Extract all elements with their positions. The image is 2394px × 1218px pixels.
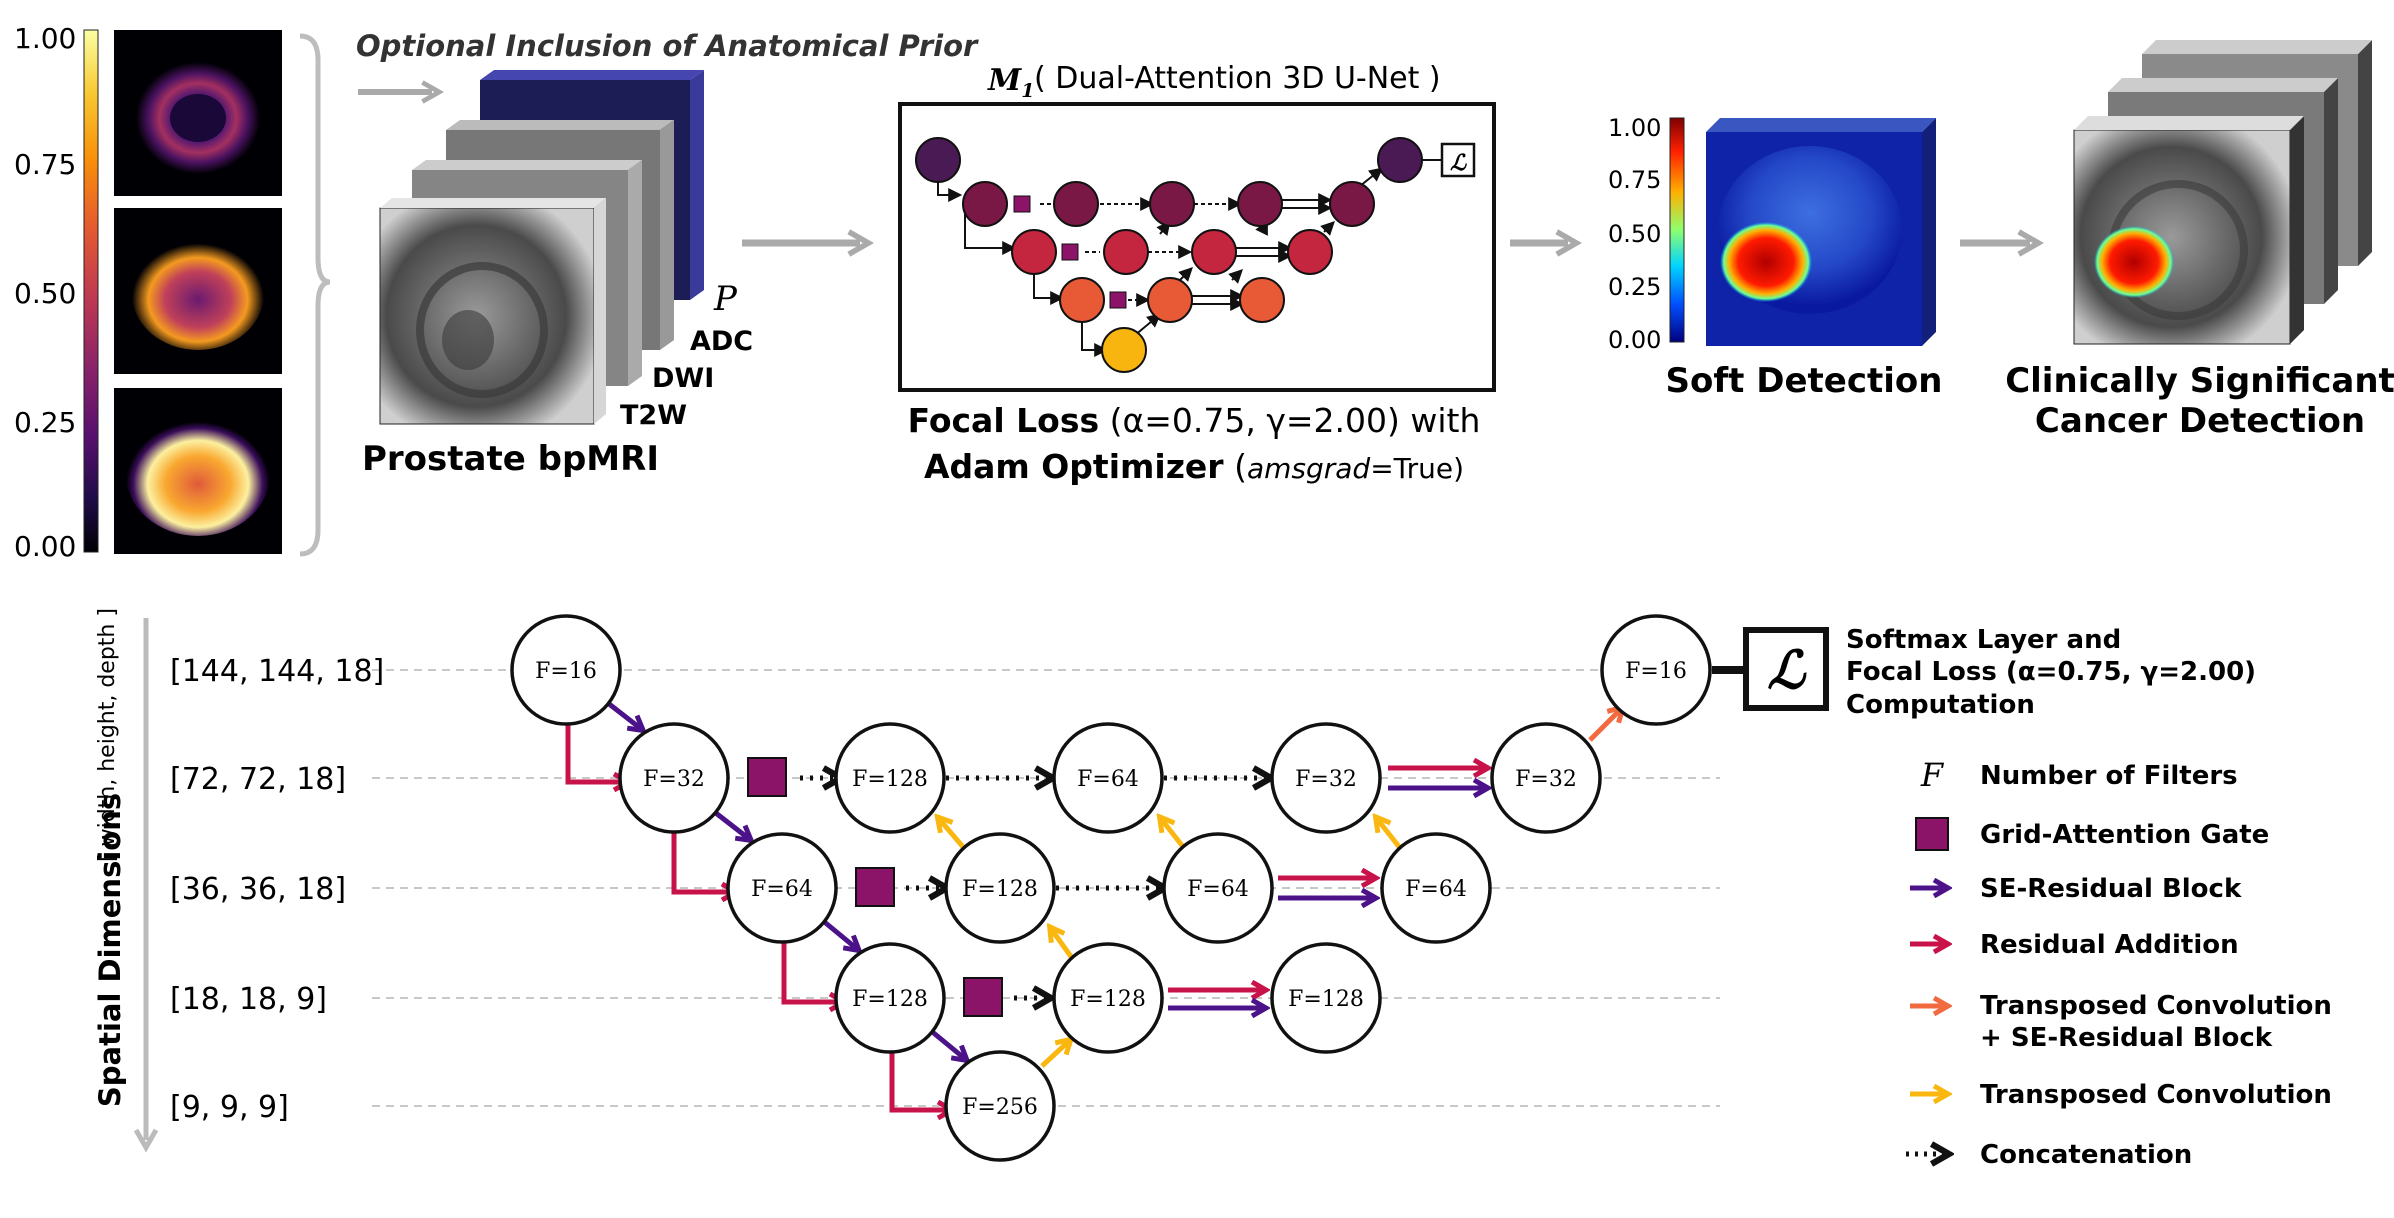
node-b2 xyxy=(1162,832,1274,944)
architecture-connectors xyxy=(565,666,1746,1110)
node-label: F=32 xyxy=(1515,767,1577,792)
node-d1 xyxy=(1270,722,1382,834)
node-bottleneck xyxy=(944,1050,1056,1162)
prior-colorbar: 1.00 0.75 0.50 0.25 0.00 xyxy=(14,22,99,563)
model-title: ( Dual-Attention 3D U-Net ) xyxy=(1034,61,1441,96)
legend-label-concat: Concatenation xyxy=(1980,1140,2192,1170)
loss-symbol: ℒ xyxy=(1767,640,1807,701)
softmax-caption-line2: Focal Loss (α=0.75, γ=2.00) xyxy=(1846,657,2256,687)
loss-box xyxy=(1743,627,1829,711)
prior-colorbar-tick: 1.00 xyxy=(14,22,76,55)
final-caption-line2: Cancer Detection xyxy=(2035,401,2365,441)
node-label: F=256 xyxy=(962,1095,1038,1120)
node-label: F=128 xyxy=(962,877,1038,902)
attention-gate xyxy=(963,977,1003,1017)
legend-label-se: SE-Residual Block xyxy=(1980,874,2242,904)
stack-label-dwi: DWI xyxy=(652,363,714,394)
row-label: [144, 144, 18] xyxy=(170,654,384,689)
node-out xyxy=(1600,614,1712,726)
soft-colorbar-tick: 1.00 xyxy=(1608,114,1661,142)
model-title-symbol: M1 xyxy=(987,63,1034,102)
legend-label-tconv: Transposed Convolution xyxy=(1980,1080,2332,1110)
input-caption: Prostate bpMRI xyxy=(362,439,659,479)
softmax-caption-line3: Computation xyxy=(1846,690,2035,720)
node-label: F=16 xyxy=(535,659,597,684)
architecture-node-labels: F=16 F=32 F=64 F=128 F=256 F=128 F=128 F… xyxy=(535,659,1687,1120)
prior-colorbar-tick: 0.25 xyxy=(14,406,76,439)
node-label: F=128 xyxy=(852,767,928,792)
row-label: [9, 9, 9] xyxy=(170,1090,289,1125)
node-label: F=128 xyxy=(852,987,928,1012)
node-e3 xyxy=(726,832,838,944)
attention-gate xyxy=(855,867,895,907)
node-c1 xyxy=(1052,722,1164,834)
soft-colorbar-tick: 0.50 xyxy=(1608,220,1661,248)
node-d3 xyxy=(1270,942,1382,1054)
row-label: [72, 72, 18] xyxy=(170,762,346,797)
node-label: F=16 xyxy=(1625,659,1687,684)
prior-colorbar-tick: 0.50 xyxy=(14,277,76,310)
soft-detection-map xyxy=(1706,118,1936,346)
soft-colorbar-tick: 0.75 xyxy=(1608,166,1661,194)
node-e2 xyxy=(618,722,730,834)
spatial-axis-subtitle: [ width, height, depth ] xyxy=(95,608,120,862)
soft-detection-caption: Soft Detection xyxy=(1666,361,1943,401)
soft-colorbar: 1.00 0.75 0.50 0.25 0.00 xyxy=(1608,114,1685,354)
mini-unet xyxy=(915,137,1476,373)
node-a1 xyxy=(834,722,946,834)
node-label: F=32 xyxy=(1295,767,1357,792)
stack-label-p: P xyxy=(713,279,738,319)
optimizer-caption: Adam Optimizer (amsgrad=True) xyxy=(924,447,1464,486)
stack-label-adc: ADC xyxy=(690,326,753,357)
node-label: F=128 xyxy=(1070,987,1146,1012)
final-caption-line1: Clinically Significant xyxy=(2005,361,2394,401)
row-label: [18, 18, 9] xyxy=(170,982,327,1017)
legend-label-residual: Residual Addition xyxy=(1980,930,2239,960)
node-a3 xyxy=(1052,942,1164,1054)
node-label: F=64 xyxy=(1077,767,1139,792)
focal-loss-caption: Focal Loss (α=0.75, γ=2.00) with xyxy=(908,401,1481,440)
node-label: F=64 xyxy=(751,877,813,902)
row-label: [36, 36, 18] xyxy=(170,872,346,907)
node-label: F=128 xyxy=(1288,987,1364,1012)
legend-label-tconv-se: Transposed Convolution xyxy=(1980,991,2332,1021)
node-d0 xyxy=(1490,722,1602,834)
node-label: F=64 xyxy=(1405,877,1467,902)
final-detection-stack xyxy=(2073,40,2372,345)
node-e4 xyxy=(834,942,946,1054)
legend-label-filters: Number of Filters xyxy=(1980,761,2238,791)
legend-label-tconv-se-2: + SE-Residual Block xyxy=(1980,1023,2273,1053)
prior-colorbar-tick: 0.00 xyxy=(14,530,76,563)
legend-symbol-f: F xyxy=(1920,756,1945,794)
prior-brace xyxy=(299,33,331,557)
prior-caption: Optional Inclusion of Anatomical Prior xyxy=(356,29,979,63)
anatomical-prior-images xyxy=(114,30,282,554)
node-a2 xyxy=(944,832,1056,944)
architecture-nodes xyxy=(510,614,1712,1162)
legend-label-gate: Grid-Attention Gate xyxy=(1980,820,2269,850)
stack-label-t2w: T2W xyxy=(620,400,687,431)
legend-swatch-gate xyxy=(1915,817,1949,851)
node-e1 xyxy=(510,614,622,726)
node-d2 xyxy=(1380,832,1492,944)
soft-colorbar-tick: 0.00 xyxy=(1608,326,1661,354)
input-mri-stack xyxy=(379,70,704,425)
softmax-caption-line1: Softmax Layer and xyxy=(1846,625,2121,655)
legend: F Number of Filters Grid-Attention Gate … xyxy=(1906,756,2332,1170)
spatial-axis-title: Spatial Dimensions xyxy=(93,793,127,1107)
mini-loss-symbol: ℒ xyxy=(1450,150,1467,176)
node-label: F=32 xyxy=(643,767,705,792)
attention-gate xyxy=(747,757,787,797)
node-label: F=64 xyxy=(1187,877,1249,902)
prior-colorbar-tick: 0.75 xyxy=(14,148,76,181)
soft-colorbar-tick: 0.25 xyxy=(1608,273,1661,301)
attention-gates xyxy=(747,757,1003,1017)
